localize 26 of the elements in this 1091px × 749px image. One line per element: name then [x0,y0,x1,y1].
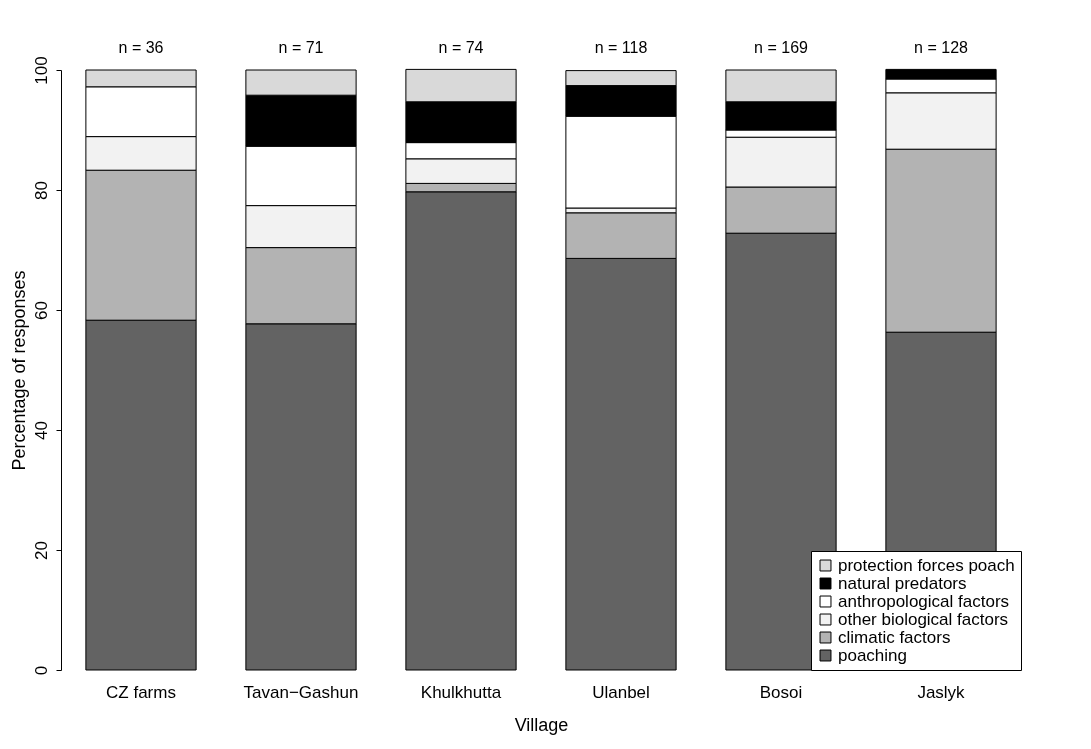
text: n = 74 [438,39,484,56]
x-axis-title: Village [514,714,569,735]
text: n = 169 [754,39,809,56]
y-axis-title: Percentage of responses [8,270,29,471]
x-tick-label: Bosoi [759,682,803,702]
x-tick-label: Tavan−Gashun [243,682,359,702]
x-tick-label: Khulkhutta [420,682,502,702]
y-tick-label: 40 [31,421,51,440]
y-tick-label: 100 [31,56,51,85]
x-tick-label: CZ farms [106,682,176,702]
text: n = 128 [914,39,969,56]
y-tick-label: 60 [31,301,51,320]
legend-label: climatic factors [838,627,951,647]
legend-label: poaching [838,645,908,665]
y-tick-label: 20 [31,541,51,560]
text: n = 36 [118,39,164,56]
x-tick-label: Jaslyk [917,682,966,702]
legend-label: protection forces poach [838,555,1015,575]
legend-label: natural predators [838,573,967,593]
text: n = 71 [278,39,324,56]
y-tick-label: 0 [31,665,51,676]
text: n = 118 [594,39,648,56]
x-tick-label: Ulanbel [592,682,650,702]
y-tick-label: 80 [31,181,51,200]
legend-label: other biological factors [838,609,1009,629]
legend-label: anthropological factors [838,591,1010,611]
